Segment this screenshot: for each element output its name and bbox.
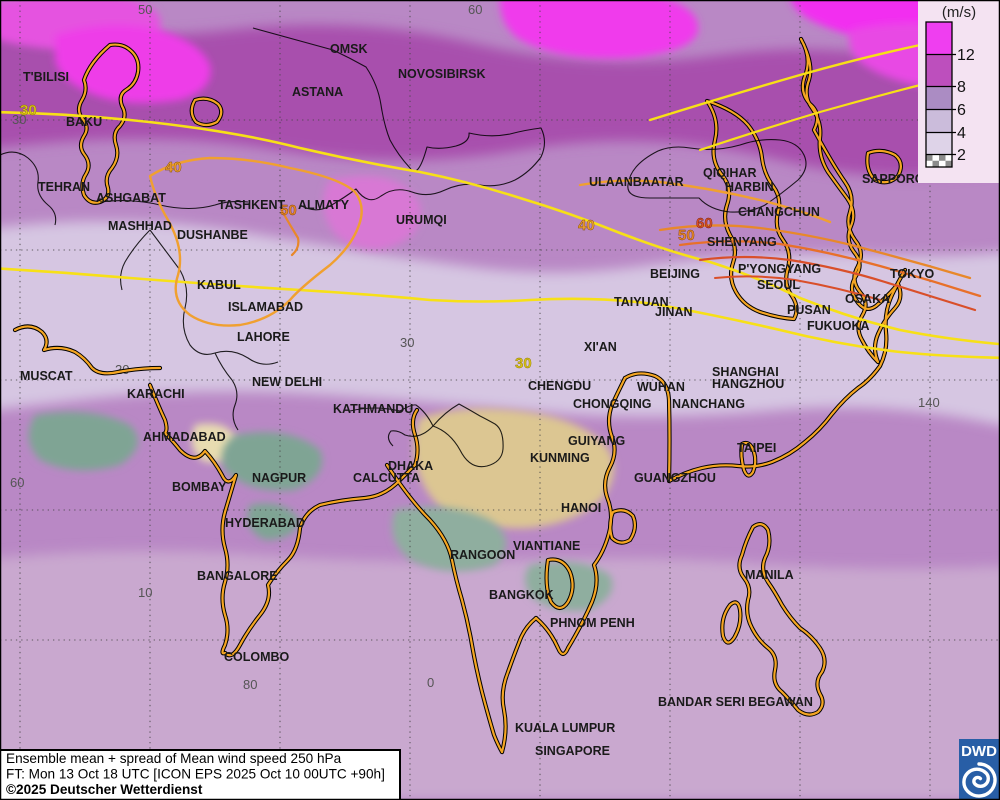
svg-text:QIQIHAR: QIQIHAR <box>703 166 756 180</box>
svg-text:80: 80 <box>243 677 257 692</box>
svg-text:50: 50 <box>138 2 152 17</box>
svg-text:12: 12 <box>957 47 975 64</box>
svg-text:ASHGABAT: ASHGABAT <box>96 191 166 205</box>
svg-text:0: 0 <box>427 675 434 690</box>
svg-text:10: 10 <box>138 585 152 600</box>
svg-text:30: 30 <box>515 355 532 372</box>
svg-text:30: 30 <box>400 335 414 350</box>
svg-text:AHMADABAD: AHMADABAD <box>143 430 226 444</box>
svg-text:60: 60 <box>696 215 713 232</box>
svg-text:KATHMANDU: KATHMANDU <box>333 402 413 416</box>
svg-text:KARACHI: KARACHI <box>127 387 185 401</box>
svg-text:BANDAR SERI BEGAWAN: BANDAR SERI BEGAWAN <box>658 695 813 709</box>
svg-text:PUSAN: PUSAN <box>787 303 831 317</box>
svg-text:6: 6 <box>957 102 966 119</box>
svg-text:JINAN: JINAN <box>655 305 693 319</box>
svg-text:(m/s): (m/s) <box>942 4 976 21</box>
svg-text:T'BILISI: T'BILISI <box>23 70 69 84</box>
svg-text:PHNOM PENH: PHNOM PENH <box>550 616 635 630</box>
svg-text:MASHHAD: MASHHAD <box>108 219 172 233</box>
svg-text:HYDERABAD: HYDERABAD <box>225 516 305 530</box>
svg-text:KUNMING: KUNMING <box>530 451 590 465</box>
svg-text:KUALA LUMPUR: KUALA LUMPUR <box>515 721 615 735</box>
svg-text:DWD: DWD <box>961 743 997 760</box>
svg-text:MANILA: MANILA <box>745 568 794 582</box>
svg-text:60: 60 <box>10 475 24 490</box>
svg-text:OMSK: OMSK <box>330 42 368 56</box>
svg-text:TAIPEI: TAIPEI <box>737 441 776 455</box>
svg-text:NEW DELHI: NEW DELHI <box>252 375 322 389</box>
svg-text:140: 140 <box>918 395 940 410</box>
svg-text:ISLAMABAD: ISLAMABAD <box>228 300 303 314</box>
svg-text:SHENYANG: SHENYANG <box>707 235 777 249</box>
svg-text:TASHKENT: TASHKENT <box>218 198 285 212</box>
svg-text:TOKYO: TOKYO <box>890 267 934 281</box>
svg-text:SEOUL: SEOUL <box>757 278 800 292</box>
svg-text:KABUL: KABUL <box>197 278 241 292</box>
svg-text:NANCHANG: NANCHANG <box>672 397 745 411</box>
svg-text:RANGOON: RANGOON <box>450 548 515 562</box>
svg-text:4: 4 <box>957 125 966 142</box>
svg-text:NAGPUR: NAGPUR <box>252 471 306 485</box>
svg-text:HANOI: HANOI <box>561 501 601 515</box>
svg-text:BANGKOK: BANGKOK <box>489 588 554 602</box>
svg-text:ASTANA: ASTANA <box>292 85 343 99</box>
svg-text:TEHRAN: TEHRAN <box>38 180 90 194</box>
svg-text:©2025 Deutscher Wetterdienst: ©2025 Deutscher Wetterdienst <box>6 782 203 797</box>
svg-text:MUSCAT: MUSCAT <box>20 369 73 383</box>
svg-text:8: 8 <box>957 79 966 96</box>
svg-text:BANGALORE: BANGALORE <box>197 569 278 583</box>
svg-text:GUANGZHOU: GUANGZHOU <box>634 471 716 485</box>
svg-text:Ensemble mean + spread of Mean: Ensemble mean + spread of Mean wind spee… <box>6 751 342 766</box>
svg-text:SAPPORO: SAPPORO <box>862 172 925 186</box>
svg-text:BAKU: BAKU <box>66 115 102 129</box>
svg-text:40: 40 <box>165 159 182 176</box>
svg-text:HANGZHOU: HANGZHOU <box>712 377 784 391</box>
svg-text:FT: Mon 13 Oct 18 UTC [ICON EP: FT: Mon 13 Oct 18 UTC [ICON EPS 2025 Oct… <box>6 767 385 782</box>
svg-text:30: 30 <box>20 102 37 119</box>
svg-text:ALMATY: ALMATY <box>298 198 350 212</box>
svg-text:40: 40 <box>578 217 595 234</box>
svg-text:COLOMBO: COLOMBO <box>224 650 290 664</box>
svg-text:NOVOSIBIRSK: NOVOSIBIRSK <box>398 67 486 81</box>
svg-text:2: 2 <box>957 147 966 164</box>
svg-text:HARBIN: HARBIN <box>725 180 774 194</box>
svg-text:P'YONGYANG: P'YONGYANG <box>738 262 821 276</box>
svg-text:GUIYANG: GUIYANG <box>568 434 625 448</box>
svg-text:CHANGCHUN: CHANGCHUN <box>738 205 820 219</box>
svg-text:CHONGQING: CHONGQING <box>573 397 651 411</box>
svg-text:SINGAPORE: SINGAPORE <box>535 744 610 758</box>
svg-text:OSAKA: OSAKA <box>845 292 890 306</box>
svg-text:LAHORE: LAHORE <box>237 330 290 344</box>
svg-text:BEIJING: BEIJING <box>650 267 700 281</box>
svg-text:CALCUTTA: CALCUTTA <box>353 471 420 485</box>
svg-text:URUMQI: URUMQI <box>396 213 447 227</box>
svg-text:ULAANBAATAR: ULAANBAATAR <box>589 175 684 189</box>
svg-text:FUKUOKA: FUKUOKA <box>807 319 870 333</box>
svg-text:CHENGDU: CHENGDU <box>528 379 591 393</box>
svg-text:50: 50 <box>678 227 695 244</box>
svg-text:BOMBAY: BOMBAY <box>172 480 227 494</box>
svg-text:60: 60 <box>468 2 482 17</box>
svg-text:DUSHANBE: DUSHANBE <box>177 228 248 242</box>
svg-text:VIANTIANE: VIANTIANE <box>513 539 580 553</box>
svg-text:XI'AN: XI'AN <box>584 340 617 354</box>
svg-text:WUHAN: WUHAN <box>637 380 685 394</box>
